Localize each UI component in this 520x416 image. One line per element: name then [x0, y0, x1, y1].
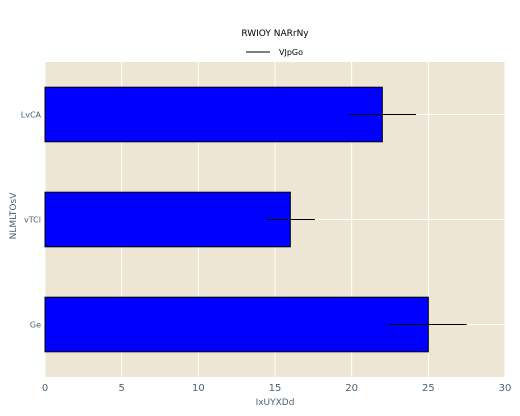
y-axis-ticks: LvCA vTCl Ge — [21, 111, 42, 330]
y-axis-label: NLMLTOsV — [9, 192, 19, 240]
x-tick-label: 0 — [42, 383, 48, 394]
legend-label: VJpGo — [279, 48, 303, 57]
y-tick-label: Ge — [30, 321, 41, 330]
y-tick-label: vTCl — [24, 216, 41, 225]
bar — [44, 296, 429, 353]
chart-title: RWIOY NARrNy — [241, 29, 309, 39]
legend: VJpGo — [246, 48, 303, 57]
bar — [44, 86, 383, 143]
x-tick-label: 15 — [269, 383, 282, 394]
x-tick-label: 5 — [118, 383, 124, 394]
error-bars — [265, 114, 467, 325]
x-tick-label: 20 — [345, 383, 358, 394]
x-tick-label: 30 — [499, 383, 512, 394]
x-tick-label: 25 — [422, 383, 435, 394]
bars — [44, 86, 429, 353]
bar — [44, 191, 291, 248]
x-tick-label: 10 — [192, 383, 205, 394]
x-axis-label: IxUYXDd — [256, 398, 295, 408]
y-tick-label: LvCA — [21, 111, 42, 120]
x-axis-ticks: 0 5 10 15 20 25 30 — [42, 383, 512, 394]
